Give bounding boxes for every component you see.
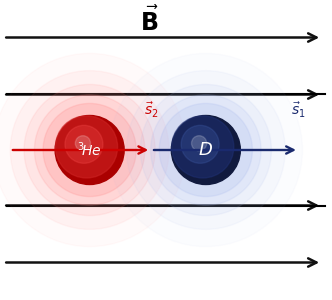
Text: $^3\!He$: $^3\!He$ xyxy=(77,141,102,159)
Circle shape xyxy=(126,70,285,229)
Text: $\vec{\mathbf{B}}$: $\vec{\mathbf{B}}$ xyxy=(140,6,159,36)
Circle shape xyxy=(151,95,261,205)
Circle shape xyxy=(171,116,240,184)
Circle shape xyxy=(24,84,155,215)
Circle shape xyxy=(55,116,124,184)
Text: $\vec{s}_2$: $\vec{s}_2$ xyxy=(144,101,158,120)
Circle shape xyxy=(192,136,207,151)
Circle shape xyxy=(75,136,91,151)
Circle shape xyxy=(43,103,136,196)
Circle shape xyxy=(140,84,271,215)
Circle shape xyxy=(181,125,219,163)
Circle shape xyxy=(10,70,169,229)
Circle shape xyxy=(159,103,252,196)
Circle shape xyxy=(55,116,118,178)
Circle shape xyxy=(65,125,103,163)
Circle shape xyxy=(35,95,145,205)
Text: $\vec{s}_1$: $\vec{s}_1$ xyxy=(291,101,306,120)
Circle shape xyxy=(172,116,234,178)
Text: $D$: $D$ xyxy=(198,141,213,159)
